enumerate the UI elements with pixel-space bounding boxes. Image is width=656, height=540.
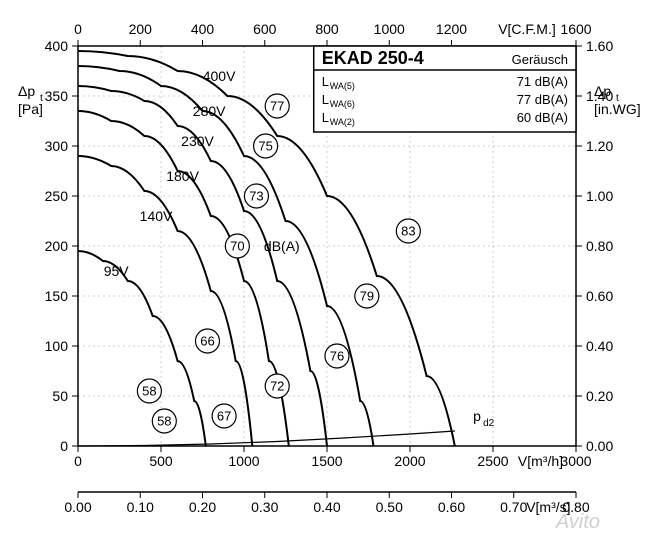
ytick-label-left: 150 <box>45 288 69 304</box>
noise-marker-value: 73 <box>249 189 263 204</box>
xtick-label-bottom2: 0.20 <box>189 499 216 515</box>
noise-marker-unit: dB(A) <box>264 238 300 254</box>
xtick-label-bottom: 2500 <box>477 453 508 469</box>
watermark: Avito <box>555 511 600 533</box>
ytick-label-right: 0.80 <box>586 238 613 254</box>
ytick-label-left: 250 <box>45 188 69 204</box>
noise-marker-value: 58 <box>142 384 156 399</box>
info-row-val: 60 dB(A) <box>517 110 568 125</box>
noise-marker-value: 75 <box>258 139 272 154</box>
info-row-key: L <box>322 110 329 125</box>
curve-label: 95V <box>104 263 130 279</box>
xtick-label-top: 1000 <box>374 21 405 37</box>
noise-marker-value: 67 <box>217 409 231 424</box>
xtick-label-bottom: 0 <box>74 453 82 469</box>
curve-label: 180V <box>166 168 199 184</box>
info-row-key-sub: WA(6) <box>330 99 355 109</box>
ytick-label-right: 1.60 <box>586 38 613 54</box>
x-top-unit: V[C.F.M.] <box>498 21 556 37</box>
pd2-label-sub: d2 <box>483 418 495 429</box>
noise-marker-value: 58 <box>157 414 171 429</box>
ytick-label-left: 300 <box>45 138 69 154</box>
xtick-label-top: 800 <box>315 21 339 37</box>
noise-marker-value: 70 <box>230 239 244 254</box>
noise-marker-value: 77 <box>270 99 284 114</box>
xtick-label-bottom2: 0.00 <box>64 499 91 515</box>
curve-label: 230V <box>181 133 214 149</box>
xtick-label-bottom2: 0.50 <box>376 499 403 515</box>
xtick-label-top: 200 <box>129 21 153 37</box>
info-row-key-sub: WA(5) <box>330 81 355 91</box>
svg-text:Δp: Δp <box>18 83 35 99</box>
pd2-curve <box>78 431 455 446</box>
xtick-label-bottom: 500 <box>149 453 173 469</box>
info-row-val: 71 dB(A) <box>517 74 568 89</box>
noise-marker-value: 66 <box>200 334 214 349</box>
ytick-label-left: 0 <box>60 438 68 454</box>
xtick-label-top: 1200 <box>436 21 467 37</box>
noise-marker-value: 76 <box>330 349 344 364</box>
xtick-label-bottom2: 0.70 <box>500 499 527 515</box>
fan-curve <box>78 156 252 446</box>
svg-text:[in.WG]: [in.WG] <box>594 101 641 117</box>
xtick-label-bottom: 1000 <box>228 453 259 469</box>
noise-marker-value: 79 <box>360 289 374 304</box>
ytick-label-left: 200 <box>45 238 69 254</box>
curve-label: 280V <box>193 103 226 119</box>
ytick-label-right: 0.40 <box>586 338 613 354</box>
noise-marker-value: 83 <box>401 224 415 239</box>
xtick-label-top: 600 <box>253 21 277 37</box>
info-row-val: 77 dB(A) <box>517 92 568 107</box>
ytick-label-right: 0.60 <box>586 288 613 304</box>
info-row-key: L <box>322 92 329 107</box>
ytick-label-left: 50 <box>52 388 68 404</box>
ytick-label-right: 0.00 <box>586 438 613 454</box>
pd2-label: p <box>473 408 481 424</box>
curve-label: 400V <box>203 68 236 84</box>
xtick-label-top: 1600 <box>560 21 591 37</box>
xtick-label-bottom: 3000 <box>560 453 591 469</box>
ytick-label-left: 100 <box>45 338 69 354</box>
y-left-title: Δpt[Pa] <box>18 83 43 117</box>
ytick-label-right: 1.20 <box>586 138 613 154</box>
info-row-key: L <box>322 74 329 89</box>
xtick-label-bottom2: 0.10 <box>127 499 154 515</box>
ytick-label-right: 1.00 <box>586 188 613 204</box>
xtick-label-top: 0 <box>74 21 82 37</box>
xtick-label-bottom2: 0.40 <box>313 499 340 515</box>
ytick-label-right: 0.20 <box>586 388 613 404</box>
xtick-label-top: 400 <box>191 21 215 37</box>
ytick-label-left: 350 <box>45 88 69 104</box>
info-row-key-sub: WA(2) <box>330 117 355 127</box>
info-box-subtitle: Geräusch <box>512 52 568 67</box>
ytick-label-left: 400 <box>45 38 69 54</box>
xtick-label-bottom2: 0.60 <box>438 499 465 515</box>
xtick-label-bottom: 2000 <box>394 453 425 469</box>
xtick-label-bottom: 1500 <box>311 453 342 469</box>
curve-label: 140V <box>140 208 173 224</box>
fan-curve <box>78 251 206 446</box>
xtick-label-bottom2: 0.30 <box>251 499 278 515</box>
svg-text:Δp: Δp <box>594 83 611 99</box>
x-bottom-unit: V[m³/h] <box>518 453 563 469</box>
info-box-title: EKAD 250-4 <box>322 48 424 68</box>
svg-text:[Pa]: [Pa] <box>18 101 43 117</box>
noise-marker-value: 72 <box>270 379 284 394</box>
